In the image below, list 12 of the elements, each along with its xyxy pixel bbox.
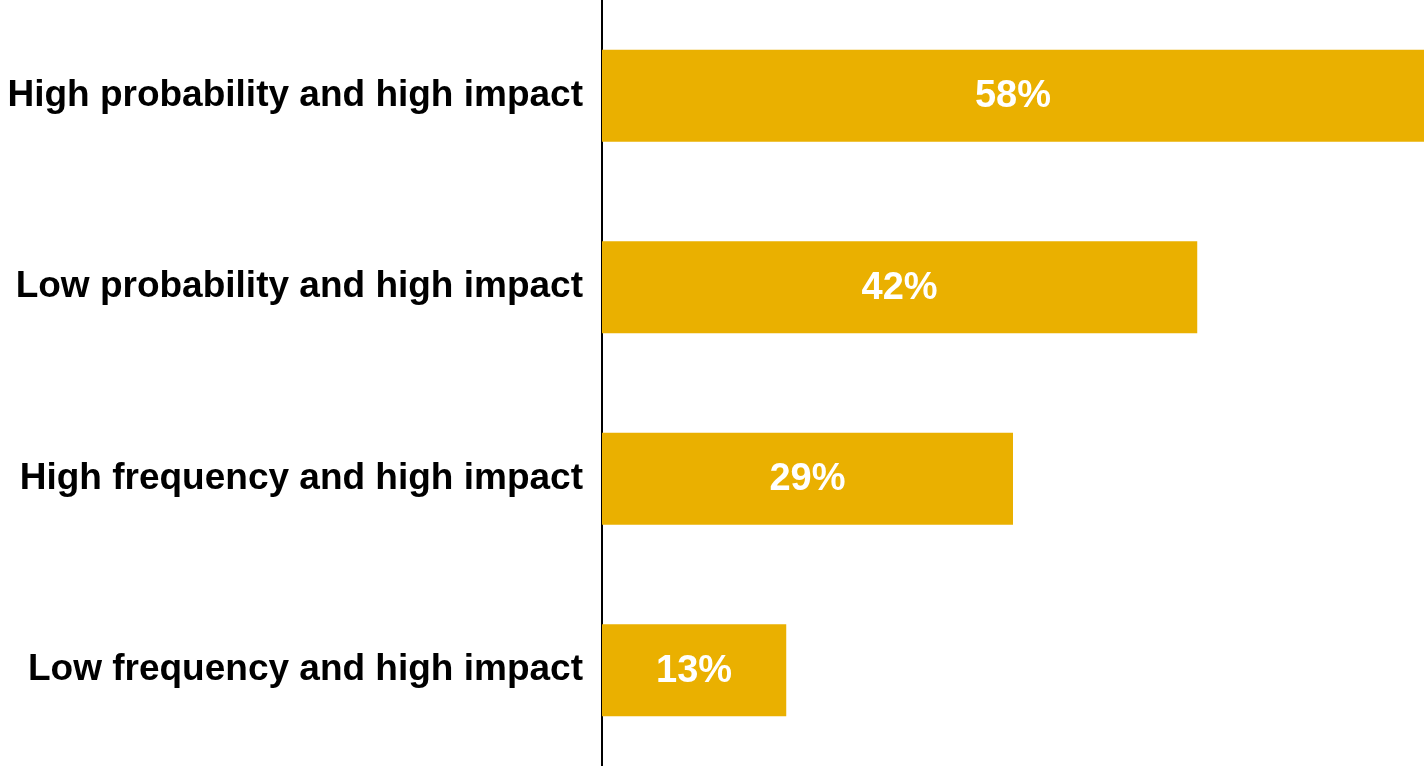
y-tick-label: Low frequency and high impact [27,647,583,689]
data-label: 58% [974,73,1052,116]
y-tick-label: Low probability and high impact [15,264,583,306]
y-tick-label: High frequency and high impact [19,455,583,497]
bar [602,49,1424,142]
data-label: 13% [656,647,733,690]
data-label: 42% [861,264,938,307]
y-tick-label: High probability and high impact [7,72,583,114]
bar [602,432,1013,525]
data-label: 29% [769,456,846,499]
bar [602,624,787,717]
bar [602,241,1198,334]
